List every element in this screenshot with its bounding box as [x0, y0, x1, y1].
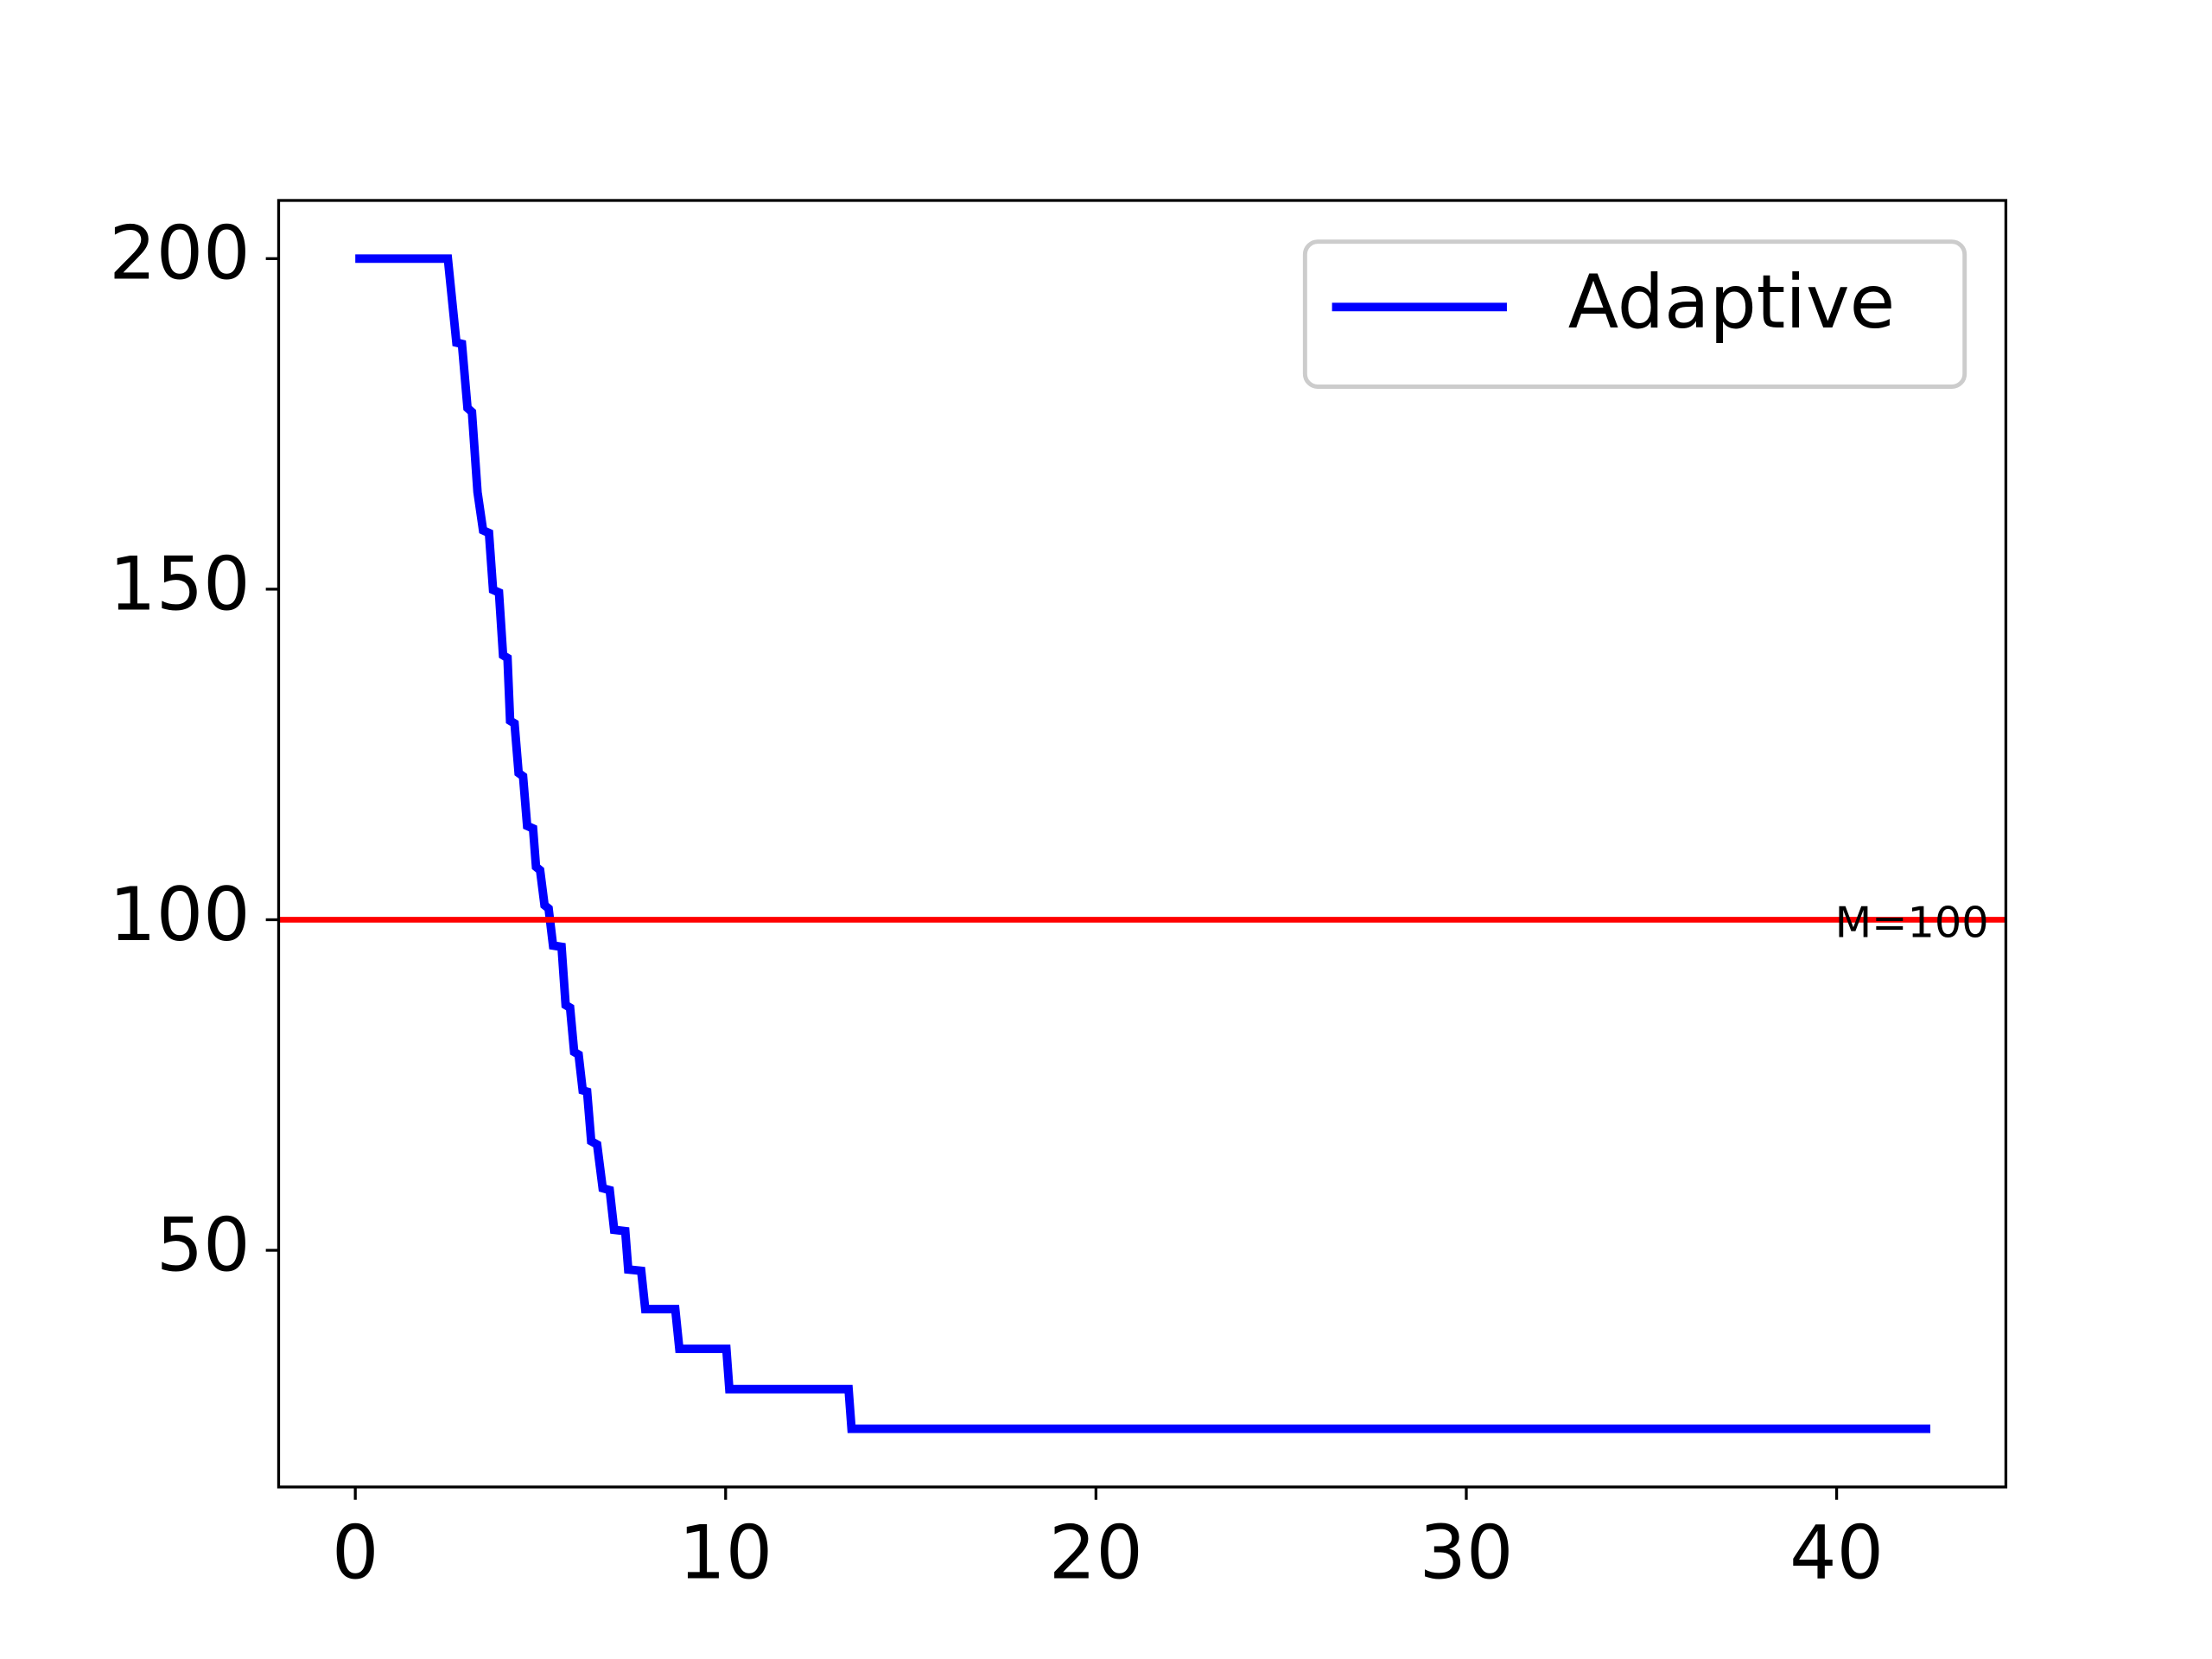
y-tick-label: 200: [109, 212, 250, 297]
y-tick-label: 100: [109, 873, 250, 958]
x-tick-label: 0: [332, 1511, 378, 1597]
x-tick-label: 20: [1049, 1511, 1143, 1597]
y-tick-label: 50: [156, 1203, 251, 1288]
series-line: [355, 254, 1931, 1433]
legend-label: Adaptive: [1568, 260, 1896, 346]
reference-label: M=100: [1835, 898, 1989, 948]
y-tick-label: 150: [109, 542, 250, 627]
x-tick-label: 40: [1789, 1511, 1884, 1597]
x-tick-label: 30: [1420, 1511, 1514, 1597]
x-tick-label: 10: [678, 1511, 772, 1597]
legend-box: [1302, 239, 1967, 389]
plot-frame: [276, 199, 2008, 1489]
